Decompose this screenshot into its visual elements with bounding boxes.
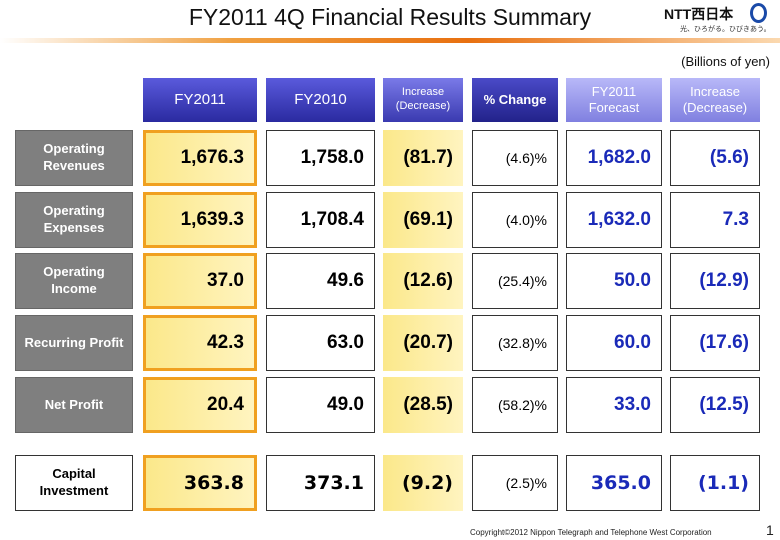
tagline: 光、ひろがる。ひびきあう。 (680, 26, 771, 33)
row-label: Operating Expenses (15, 192, 133, 248)
value-cell: (2.5)% (472, 455, 558, 511)
logo-mark (750, 3, 767, 23)
copyright: Copyright©2012 Nippon Telegraph and Tele… (470, 528, 712, 537)
row-label: Recurring Profit (15, 315, 133, 371)
column-header: % Change (472, 78, 558, 122)
value-cell: (58.2)% (472, 377, 558, 433)
fy2011-cell: 363.8 (143, 455, 257, 511)
value-cell: (1.1) (670, 455, 760, 511)
fy2011-cell: 20.4 (143, 377, 257, 433)
page-number: 1 (766, 522, 774, 538)
title-rule (0, 38, 780, 43)
value-cell: (17.6) (670, 315, 760, 371)
value-cell: 49.6 (266, 253, 375, 309)
value-cell: 1,632.0 (566, 192, 662, 248)
increase-cell: (81.7) (383, 130, 463, 186)
slide-title: FY2011 4Q Financial Results Summary (188, 4, 592, 30)
column-header: FY2010 (266, 78, 375, 122)
value-cell: (12.5) (670, 377, 760, 433)
row-label: Capital Investment (15, 455, 133, 511)
value-cell: 49.0 (266, 377, 375, 433)
value-cell: (32.8)% (472, 315, 558, 371)
value-cell: 7.3 (670, 192, 760, 248)
column-header: Increase (Decrease) (383, 78, 463, 122)
row-label: Net Profit (15, 377, 133, 433)
value-cell: 50.0 (566, 253, 662, 309)
value-cell: 365.0 (566, 455, 662, 511)
value-cell: (12.9) (670, 253, 760, 309)
increase-cell: (12.6) (383, 253, 463, 309)
logo: NTT西日本 (664, 6, 734, 22)
row-label: Operating Revenues (15, 130, 133, 186)
value-cell: (25.4)% (472, 253, 558, 309)
fy2011-cell: 42.3 (143, 315, 257, 371)
value-cell: (4.6)% (472, 130, 558, 186)
value-cell: 1,682.0 (566, 130, 662, 186)
column-header: Increase (Decrease) (670, 78, 760, 122)
increase-cell: (28.5) (383, 377, 463, 433)
fy2011-cell: 1,639.3 (143, 192, 257, 248)
value-cell: 1,708.4 (266, 192, 375, 248)
value-cell: 60.0 (566, 315, 662, 371)
increase-cell: (69.1) (383, 192, 463, 248)
unit-note: (Billions of yen) (681, 54, 770, 69)
value-cell: 373.1 (266, 455, 375, 511)
increase-cell: (9.2) (383, 455, 463, 511)
value-cell: 33.0 (566, 377, 662, 433)
value-cell: 63.0 (266, 315, 375, 371)
row-label: Operating Income (15, 253, 133, 309)
increase-cell: (20.7) (383, 315, 463, 371)
column-header: FY2011 (143, 78, 257, 122)
fy2011-cell: 37.0 (143, 253, 257, 309)
column-header: FY2011 Forecast (566, 78, 662, 122)
value-cell: (5.6) (670, 130, 760, 186)
value-cell: (4.0)% (472, 192, 558, 248)
value-cell: 1,758.0 (266, 130, 375, 186)
fy2011-cell: 1,676.3 (143, 130, 257, 186)
